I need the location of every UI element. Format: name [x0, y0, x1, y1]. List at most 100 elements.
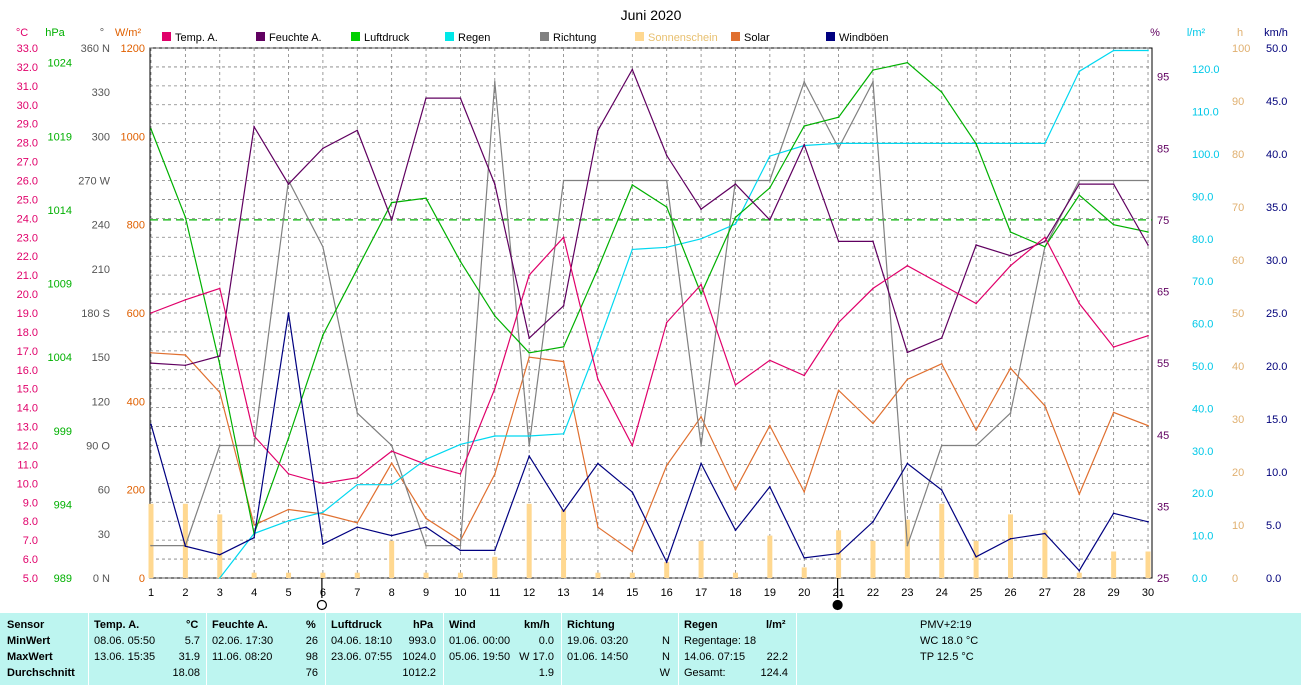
humidity-tick-label: 95	[1157, 72, 1169, 84]
humidity-tick-label: 85	[1157, 143, 1169, 155]
wind-point	[975, 556, 977, 558]
sunshine-bar	[595, 572, 601, 578]
x-tick-label: 30	[1142, 587, 1154, 599]
wind-point	[253, 536, 255, 539]
humidity-point	[150, 362, 152, 364]
direction-tick-label: 60	[98, 485, 110, 497]
humidity-point	[872, 240, 874, 243]
humidity-min-time: 02.06. 17:30	[212, 635, 274, 647]
temp-point	[287, 473, 290, 475]
humidity-point	[1147, 244, 1149, 246]
axes: 5.06.07.08.09.010.011.012.013.014.015.01…	[16, 27, 1288, 611]
solar-point	[528, 356, 530, 358]
temp-series-line	[150, 236, 1149, 485]
pressure-point	[218, 363, 221, 366]
solar-point	[150, 351, 152, 354]
solar-point	[665, 464, 668, 467]
rain-unit: l/m²	[766, 619, 786, 631]
x-tick-label: 11	[489, 587, 500, 599]
sunshine-bar	[148, 503, 154, 578]
direction-point	[150, 544, 152, 547]
sunshine-tick-label: 100	[1232, 43, 1250, 55]
x-tick-label: 2	[182, 587, 188, 599]
solar-point	[494, 473, 496, 476]
humidity-point	[975, 244, 977, 246]
pressure-tick-label: 1004	[48, 352, 72, 364]
direction-tick-label: 210	[92, 264, 110, 276]
pressure-point	[940, 91, 943, 93]
direction-point	[287, 179, 290, 182]
wind-point	[528, 455, 530, 457]
temp-max-time: 13.06. 15:35	[94, 651, 156, 663]
solar-tick-label: 400	[127, 396, 145, 408]
wind-min-time: 01.06. 00:00	[449, 635, 511, 647]
wind-point	[1112, 512, 1115, 515]
pressure-max: 1024.0	[402, 651, 436, 663]
temp-tick-label: 26.0	[17, 176, 38, 188]
direction-point	[1147, 179, 1149, 182]
x-tick-label: 16	[661, 587, 673, 599]
pressure-tick-label: 989	[54, 573, 72, 585]
solar-point	[356, 521, 359, 524]
solar-point	[425, 517, 427, 520]
x-tick-label: 17	[695, 587, 707, 599]
rain-tick-label: 110.0	[1192, 107, 1219, 119]
legend-swatch	[635, 32, 644, 41]
wind-series-line	[150, 312, 1149, 572]
wind-tick-label: 35.0	[1266, 202, 1287, 214]
rain-point	[597, 344, 599, 346]
rain-point	[287, 519, 290, 522]
rain-tick-label: 70.0	[1192, 276, 1213, 288]
rain-tick-label: 40.0	[1192, 403, 1213, 415]
solar-point	[253, 524, 255, 526]
wind-tick-label: 20.0	[1266, 361, 1287, 373]
wind-point	[769, 486, 771, 488]
rain-days: Regentage: 18	[684, 635, 757, 647]
temp-tick-label: 7.0	[23, 535, 38, 547]
pressure-point	[769, 187, 771, 189]
wind-point	[940, 489, 943, 491]
pressure-point	[356, 268, 359, 270]
x-tick-label: 1	[148, 587, 154, 599]
legend-swatch	[256, 32, 265, 41]
x-tick-label: 24	[936, 587, 948, 599]
temp-tick-label: 24.0	[17, 213, 38, 225]
temp-point	[459, 473, 462, 475]
temp-point	[700, 283, 702, 286]
sunshine-bar	[801, 567, 807, 578]
temp-tick-label: 25.0	[17, 194, 38, 206]
temp-point	[356, 476, 359, 479]
legend-label: Luftdruck	[364, 32, 410, 44]
temp-min: 5.7	[184, 635, 200, 647]
solar-tick-label: 1200	[121, 43, 145, 55]
temp-tick-label: 8.0	[23, 516, 38, 528]
direction-unit-label: °	[100, 27, 104, 39]
sunshine-bar	[939, 503, 945, 578]
humidity-point	[906, 351, 909, 354]
rain-point	[665, 246, 668, 249]
rain-point	[734, 223, 737, 225]
direction-point	[597, 179, 599, 182]
x-tick-label: 8	[389, 587, 395, 599]
weather-chart: Juni 2020 Temp. A. Feuchte A. Luftdruck Reg…	[15, 7, 1288, 611]
x-tick-label: 7	[354, 587, 360, 599]
wind-tick-label: 0.0	[1266, 573, 1281, 585]
wind-tick-label: 30.0	[1266, 255, 1287, 267]
humidity-point	[837, 240, 840, 243]
direction-point	[494, 81, 496, 83]
x-tick-label: 6	[320, 587, 326, 599]
direction-point	[1009, 412, 1012, 414]
sunshine-bar	[423, 572, 429, 578]
sunshine-tick-label: 50	[1232, 308, 1244, 320]
wind-point	[218, 553, 221, 556]
x-tick-label: 10	[454, 587, 466, 599]
row-label-max: MaxWert	[7, 651, 53, 663]
temp-tick-label: 29.0	[17, 119, 38, 131]
rain-tick-label: 60.0	[1192, 319, 1213, 331]
direction-tick-label: 180 S	[81, 308, 110, 320]
direction-point	[872, 81, 874, 83]
solar-point	[1112, 411, 1115, 414]
rain-point	[940, 142, 943, 145]
wind-point	[1147, 521, 1149, 523]
wind-avg: 1.9	[538, 667, 554, 679]
